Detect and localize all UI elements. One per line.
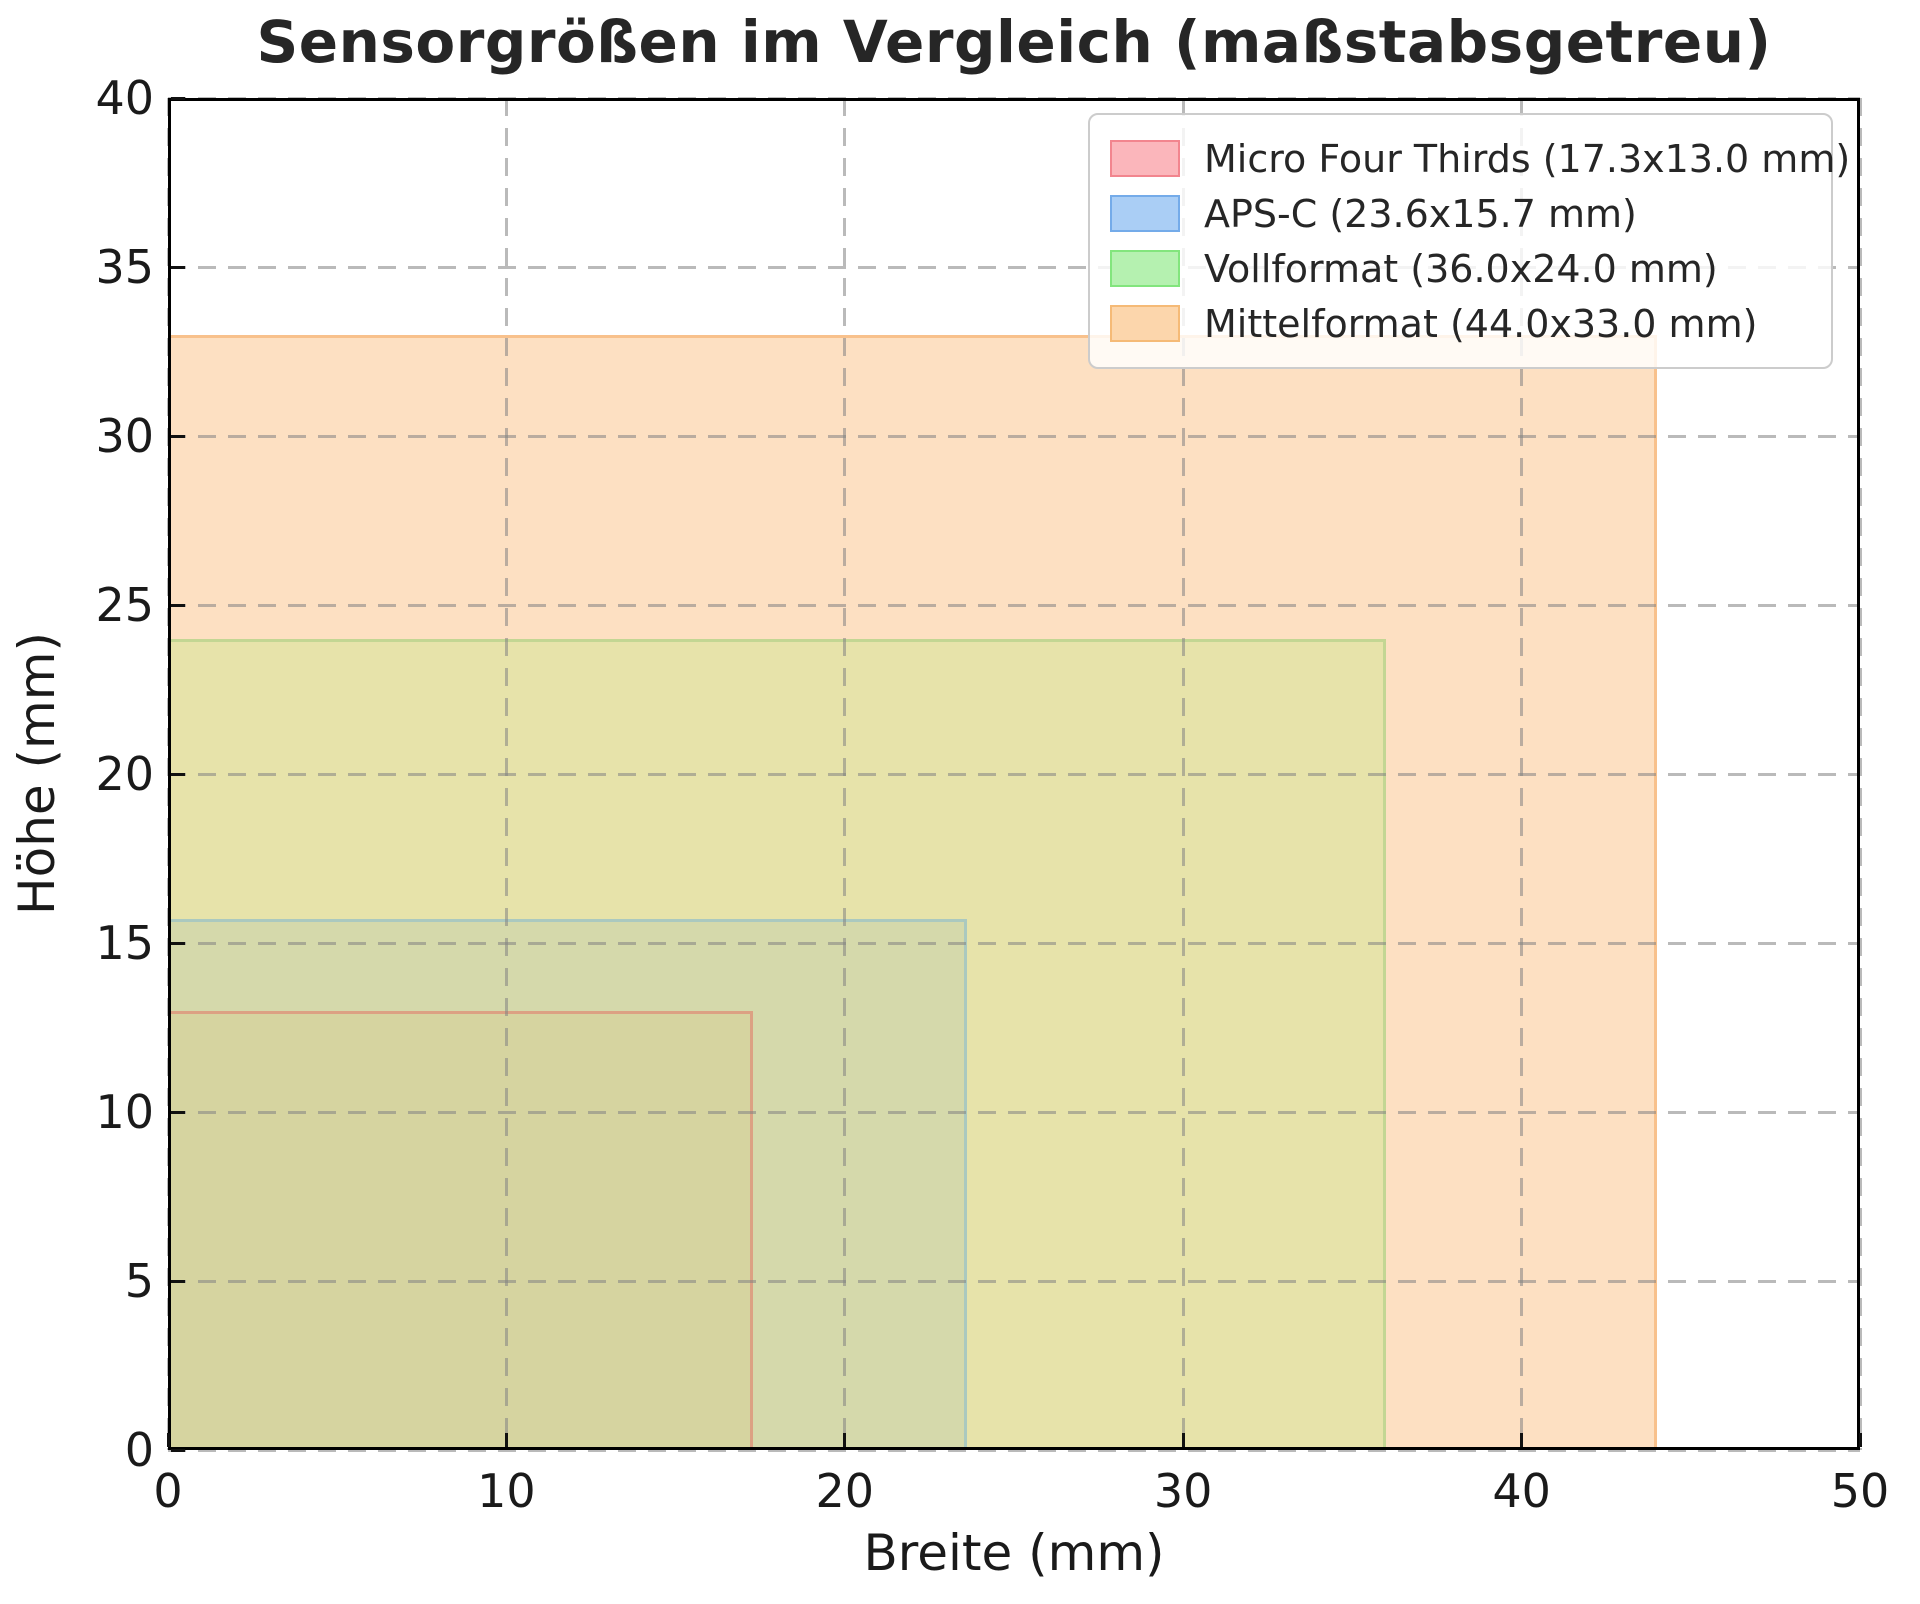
sensor-rect-micro-four-thirds	[168, 1010, 754, 1450]
legend-label: Micro Four Thirds (17.3x13.0 mm)	[1204, 136, 1851, 181]
x-tick-mark-0	[166, 1433, 170, 1447]
legend-row-2: Vollformat (36.0x24.0 mm)	[1110, 241, 1811, 296]
x-tick-label-20: 20	[815, 1464, 875, 1518]
y-tick-mark-5	[171, 1279, 185, 1283]
legend-swatch-icon	[1110, 195, 1180, 232]
gridline-y-20	[168, 772, 1860, 776]
y-tick-mark-20	[171, 772, 185, 776]
legend-label: Mittelformat (44.0x33.0 mm)	[1204, 301, 1758, 346]
y-tick-label-25: 25	[95, 578, 154, 632]
gridline-y-25	[168, 603, 1860, 607]
gridline-y-40	[168, 96, 1860, 100]
y-tick-label-35: 35	[95, 240, 154, 294]
y-tick-mark-10	[171, 1110, 185, 1114]
legend-row-3: Mittelformat (44.0x33.0 mm)	[1110, 296, 1811, 351]
gridline-x-50	[1858, 98, 1862, 1450]
y-tick-mark-35	[171, 265, 185, 269]
gridline-y-30	[168, 434, 1860, 438]
gridline-y-0	[168, 1448, 1860, 1452]
x-axis-label: Breite (mm)	[863, 1524, 1165, 1582]
x-tick-mark-50	[1858, 1433, 1862, 1447]
y-tick-label-15: 15	[95, 916, 154, 970]
x-tick-label-0: 0	[153, 1464, 183, 1518]
gridline-y-15	[168, 941, 1860, 945]
x-tick-label-50: 50	[1830, 1464, 1890, 1518]
y-tick-label-40: 40	[95, 71, 154, 125]
x-tick-mark-30	[1181, 1433, 1185, 1447]
y-tick-label-5: 5	[124, 1254, 154, 1308]
y-tick-label-20: 20	[95, 747, 154, 801]
x-tick-mark-20	[843, 1433, 847, 1447]
legend-label: APS-C (23.6x15.7 mm)	[1204, 191, 1637, 236]
y-tick-label-10: 10	[95, 1085, 154, 1139]
x-tick-label-10: 10	[477, 1464, 536, 1518]
y-tick-label-30: 30	[95, 409, 154, 463]
x-tick-label-30: 30	[1153, 1464, 1213, 1518]
y-tick-mark-40	[171, 96, 185, 100]
legend-row-1: APS-C (23.6x15.7 mm)	[1110, 186, 1811, 241]
gridline-y-10	[168, 1110, 1860, 1114]
gridline-y-35	[168, 265, 1860, 269]
x-tick-mark-10	[504, 1433, 508, 1447]
y-tick-mark-0	[171, 1448, 185, 1452]
x-tick-label-40: 40	[1492, 1464, 1551, 1518]
legend-row-0: Micro Four Thirds (17.3x13.0 mm)	[1110, 131, 1850, 186]
legend-label: Vollformat (36.0x24.0 mm)	[1204, 246, 1718, 291]
y-tick-mark-15	[171, 941, 185, 945]
legend-swatch-icon	[1110, 140, 1180, 177]
y-tick-mark-30	[171, 434, 185, 438]
x-tick-mark-40	[1520, 1433, 1524, 1447]
gridline-y-5	[168, 1279, 1860, 1283]
legend-swatch-icon	[1110, 305, 1180, 342]
legend-swatch-icon	[1110, 250, 1180, 287]
y-tick-label-0: 0	[124, 1423, 154, 1477]
y-tick-mark-25	[171, 603, 185, 607]
chart-title: Sensorgrößen im Vergleich (maßstabsgetre…	[256, 8, 1772, 76]
legend-box: Micro Four Thirds (17.3x13.0 mm) APS-C (2…	[1088, 113, 1850, 369]
